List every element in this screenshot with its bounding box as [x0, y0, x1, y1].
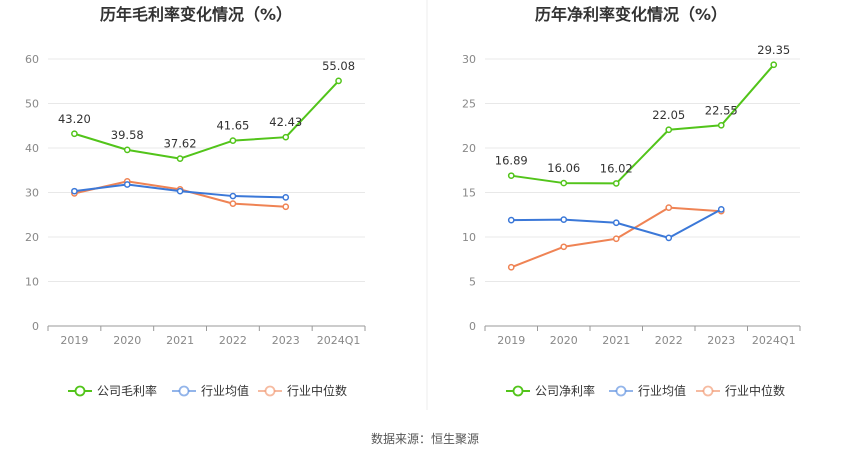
x-tick-label: 2020 — [113, 334, 141, 347]
legend-swatch-marker — [178, 385, 190, 397]
source-text: 数据来源：恒生聚源 — [371, 431, 479, 446]
data-point — [335, 77, 342, 85]
series-line — [511, 64, 775, 185]
legend-swatch-marker — [74, 385, 86, 397]
chart-panel-1: 历年毛利率变化情况（%） 0 10 20 30 40 50 60 2019 2020 2021 202… — [25, 5, 366, 398]
data-label: 16.06 — [547, 161, 580, 175]
data-label: 16.89 — [495, 154, 528, 168]
data-label: 16.02 — [600, 161, 633, 175]
x-tick-label: 2024Q1 — [752, 334, 796, 347]
data-point — [665, 234, 673, 242]
y-tick-label: 30 — [25, 187, 39, 200]
data-point — [282, 133, 290, 141]
legend-label: 公司净利率 — [535, 383, 595, 398]
y-tick-label: 30 — [462, 53, 476, 66]
y-tick-label: 10 — [462, 231, 476, 244]
x-tick-label: 2023 — [272, 334, 300, 347]
y-tick-label: 5 — [469, 276, 476, 289]
legend-label: 行业中位数 — [725, 383, 785, 398]
data-label: 43.20 — [58, 112, 91, 126]
y-tick-label: 10 — [25, 276, 39, 289]
data-label: 39.58 — [111, 128, 144, 142]
data-point — [770, 61, 778, 69]
y-tick-label: 20 — [25, 231, 39, 244]
legend-label: 行业均值 — [638, 383, 686, 398]
y-tick-label: 40 — [25, 142, 39, 155]
data-label: 41.65 — [216, 119, 249, 133]
data-label: 22.55 — [705, 103, 738, 117]
x-tick-label: 2021 — [602, 334, 630, 347]
data-point — [229, 200, 237, 207]
x-tick-label: 2020 — [550, 334, 578, 347]
x-tick-label: 2019 — [497, 334, 525, 347]
legend-swatch-marker — [512, 385, 524, 397]
data-point — [71, 130, 78, 138]
data-point — [612, 235, 620, 243]
data-label: 22.05 — [652, 108, 685, 122]
y-tick-label: 0 — [32, 320, 39, 333]
y-tick-label: 15 — [462, 187, 476, 200]
legend-label: 公司毛利率 — [97, 383, 157, 398]
y-tick-label: 50 — [25, 98, 39, 111]
data-point — [717, 121, 725, 129]
y-tick-label: 60 — [25, 53, 39, 66]
data-point — [176, 155, 184, 162]
chart-title: 历年毛利率变化情况（%） — [100, 5, 292, 24]
data-point — [176, 187, 184, 195]
y-tick-label: 25 — [462, 98, 476, 111]
chart-panel-2: 历年净利率变化情况（%） 0 5 10 15 20 25 30 2019 2020 2021 2022… — [462, 5, 801, 398]
data-point — [123, 146, 131, 154]
data-point — [282, 194, 290, 201]
x-tick-label: 2023 — [707, 334, 735, 347]
data-point — [665, 126, 673, 134]
data-point — [612, 219, 620, 227]
data-point — [123, 181, 131, 188]
legend-swatch-marker — [702, 385, 714, 397]
data-point — [665, 204, 673, 211]
data-point — [560, 216, 568, 223]
data-point — [507, 263, 515, 271]
data-point — [71, 187, 78, 195]
data-point — [229, 192, 237, 200]
data-point — [507, 172, 515, 180]
data-point — [560, 179, 568, 187]
data-point — [282, 203, 290, 211]
y-tick-label: 0 — [469, 320, 476, 333]
x-tick-label: 2022 — [219, 334, 247, 347]
x-tick-label: 2021 — [166, 334, 194, 347]
series-line — [74, 80, 340, 160]
data-point — [717, 206, 725, 213]
legend-label: 行业中位数 — [287, 383, 347, 398]
x-tick-label: 2022 — [655, 334, 683, 347]
data-point — [560, 243, 568, 251]
data-label: 42.43 — [269, 115, 302, 129]
data-label: 29.35 — [757, 43, 790, 57]
data-label: 37.62 — [164, 137, 197, 151]
data-point — [229, 137, 237, 145]
data-point — [507, 216, 515, 224]
legend-swatch-marker — [615, 385, 627, 397]
chart-title: 历年净利率变化情况（%） — [535, 5, 727, 24]
x-tick-label: 2024Q1 — [317, 334, 361, 347]
data-label: 55.08 — [322, 59, 355, 73]
data-point — [612, 180, 620, 187]
x-tick-label: 2019 — [60, 334, 88, 347]
legend-swatch-marker — [264, 385, 276, 397]
legend-label: 行业均值 — [201, 383, 249, 398]
y-tick-label: 20 — [462, 142, 476, 155]
